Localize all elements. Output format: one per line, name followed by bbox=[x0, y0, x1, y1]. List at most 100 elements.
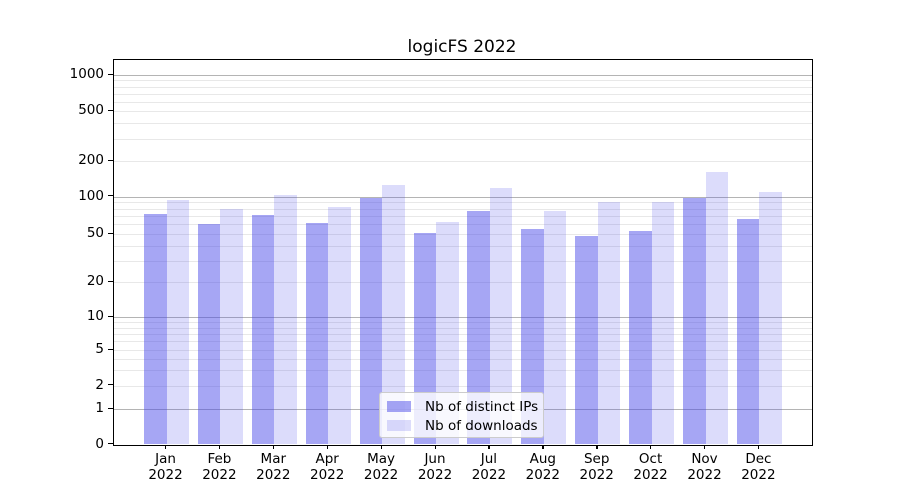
y-tick-mark bbox=[108, 348, 113, 350]
bar-downloads bbox=[220, 208, 243, 445]
bar-downloads bbox=[489, 188, 513, 445]
y-gridline-minor bbox=[114, 234, 812, 235]
bar-distinct-ips bbox=[305, 223, 329, 445]
y-gridline-minor bbox=[114, 123, 812, 125]
x-tick-mark bbox=[757, 445, 760, 449]
legend: Nb of distinct IPs Nb of downloads bbox=[379, 392, 544, 438]
y-gridline-major bbox=[114, 75, 812, 76]
y-tick-label: 100 bbox=[78, 187, 104, 204]
bar-distinct-ips bbox=[736, 218, 760, 445]
bar-distinct-ips bbox=[683, 198, 706, 445]
bar-downloads bbox=[166, 199, 189, 445]
y-tick-label: 1 bbox=[95, 400, 104, 416]
y-gridline-minor bbox=[114, 208, 812, 210]
y-tick-label: 1000 bbox=[69, 66, 104, 82]
legend-color-patch bbox=[387, 401, 411, 412]
x-tick-mark bbox=[272, 445, 275, 449]
legend-entry: Nb of distinct IPs bbox=[380, 397, 543, 416]
x-tick-label: Feb 2022 bbox=[202, 451, 237, 483]
y-gridline-minor bbox=[114, 333, 812, 335]
legend-color-patch bbox=[387, 420, 411, 431]
bar-downloads bbox=[651, 201, 675, 445]
y-tick-mark bbox=[108, 315, 113, 317]
legend-entry: Nb of downloads bbox=[380, 416, 543, 435]
y-gridline-minor bbox=[114, 282, 812, 283]
x-tick-mark bbox=[650, 445, 652, 449]
bar-downloads bbox=[328, 207, 351, 445]
x-tick-mark bbox=[704, 445, 706, 449]
y-gridline-major bbox=[114, 317, 812, 318]
y-gridline-minor bbox=[114, 327, 812, 329]
y-gridline-minor bbox=[114, 101, 812, 103]
bar-distinct-ips bbox=[467, 211, 490, 445]
bar-downloads bbox=[759, 191, 782, 445]
y-tick-label: 500 bbox=[78, 102, 104, 118]
legend-entry-label: Nb of downloads bbox=[425, 417, 538, 434]
x-tick-mark bbox=[165, 445, 167, 449]
y-gridline-minor bbox=[114, 224, 812, 226]
x-tick-label: Jun 2022 bbox=[417, 451, 453, 483]
y-gridline-minor bbox=[114, 86, 812, 88]
y-tick-mark bbox=[108, 195, 113, 197]
y-gridline-minor bbox=[114, 369, 812, 371]
x-tick-label: Oct 2022 bbox=[633, 451, 668, 483]
bar-distinct-ips bbox=[251, 215, 275, 445]
x-tick-mark bbox=[218, 445, 221, 449]
y-tick-mark bbox=[108, 73, 113, 75]
y-gridline-minor bbox=[114, 322, 812, 324]
y-gridline-minor bbox=[114, 341, 812, 343]
y-tick-label: 2 bbox=[95, 376, 104, 393]
x-tick-mark bbox=[434, 445, 436, 449]
y-tick-label: 200 bbox=[78, 152, 104, 168]
y-gridline-minor bbox=[114, 245, 812, 247]
x-tick-mark bbox=[380, 445, 382, 449]
y-gridline-minor bbox=[114, 80, 812, 82]
y-gridline-minor bbox=[114, 93, 812, 95]
chart-title: logicFS 2022 bbox=[407, 37, 517, 57]
x-tick-mark bbox=[596, 445, 598, 449]
y-tick-mark bbox=[108, 280, 113, 282]
y-gridline-minor bbox=[114, 215, 812, 217]
bar-downloads bbox=[274, 195, 297, 445]
y-tick-mark bbox=[108, 407, 113, 409]
y-tick-mark bbox=[108, 159, 113, 161]
y-gridline-minor bbox=[114, 260, 812, 262]
bar-distinct-ips bbox=[197, 224, 221, 445]
y-tick-label: 5 bbox=[95, 341, 104, 357]
x-tick-label: Dec 2022 bbox=[741, 451, 776, 483]
bar-downloads bbox=[543, 211, 567, 445]
y-tick-label: 50 bbox=[86, 225, 104, 241]
bar-distinct-ips bbox=[359, 197, 383, 445]
bar-distinct-ips bbox=[575, 236, 598, 445]
y-tick-label: 20 bbox=[86, 273, 104, 289]
x-tick-label: Jul 2022 bbox=[471, 451, 507, 483]
y-gridline-minor bbox=[114, 111, 812, 112]
legend-entry-label: Nb of distinct IPs bbox=[425, 398, 539, 415]
bar-downloads bbox=[436, 222, 459, 445]
y-gridline-minor bbox=[114, 138, 812, 140]
bar-downloads bbox=[382, 185, 405, 445]
bar-distinct-ips bbox=[521, 228, 544, 445]
bar-downloads bbox=[705, 172, 728, 445]
x-tick-label: Aug 2022 bbox=[525, 451, 560, 483]
y-gridline-minor bbox=[114, 350, 812, 351]
y-gridline-minor bbox=[114, 385, 812, 387]
x-tick-label: Apr 2022 bbox=[310, 451, 345, 483]
x-tick-label: Nov 2022 bbox=[687, 451, 722, 483]
y-gridline-minor bbox=[114, 161, 812, 162]
y-tick-mark bbox=[108, 443, 113, 445]
bar-distinct-ips bbox=[413, 232, 436, 445]
x-tick-mark bbox=[542, 445, 544, 449]
plot-area: Nb of distinct IPs Nb of downloads bbox=[113, 59, 813, 446]
y-tick-mark bbox=[108, 384, 113, 386]
y-tick-label: 10 bbox=[86, 308, 104, 324]
x-tick-label: Jan 2022 bbox=[148, 451, 183, 483]
x-tick-label: Sep 2022 bbox=[579, 451, 614, 483]
y-gridline-major bbox=[114, 196, 812, 198]
x-tick-mark bbox=[326, 445, 329, 449]
x-tick-mark bbox=[488, 445, 490, 449]
x-tick-label: May 2022 bbox=[363, 451, 399, 483]
x-tick-label: Mar 2022 bbox=[256, 451, 291, 483]
y-gridline-minor bbox=[114, 202, 812, 204]
